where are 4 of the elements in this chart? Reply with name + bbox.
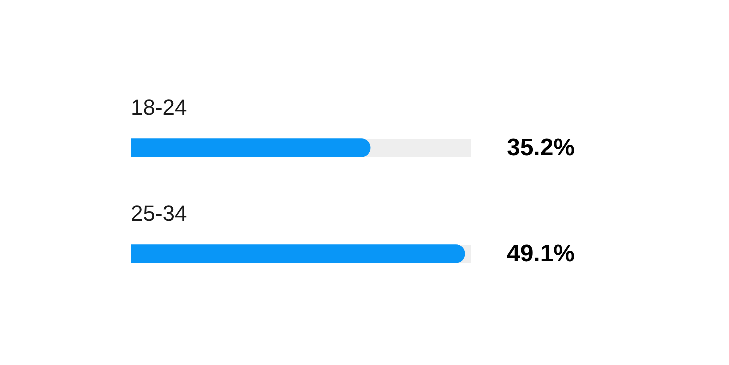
- y-tick-label: 18-24: [131, 95, 188, 120]
- data-label: 49.1%: [506, 240, 576, 268]
- y-tick-label: 25-34: [131, 201, 188, 226]
- data-label: 35.2%: [506, 134, 576, 162]
